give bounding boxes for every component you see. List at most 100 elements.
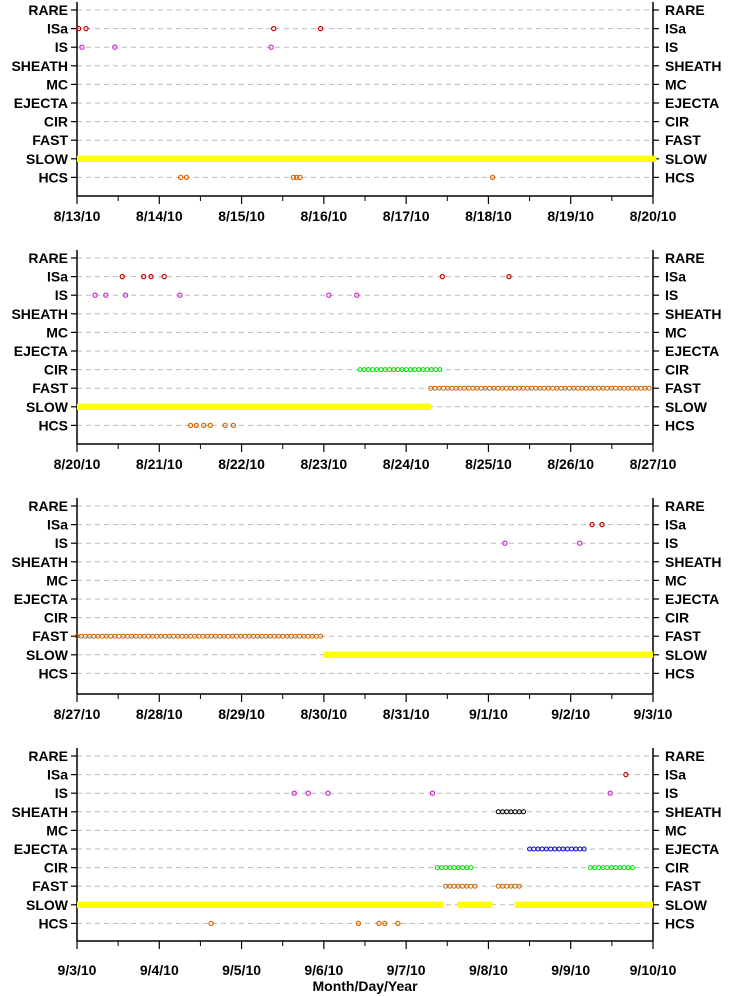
ylabel-right-is: IS <box>665 39 678 55</box>
point-is <box>607 790 613 796</box>
xtick-label: 9/2/10 <box>551 706 590 722</box>
xtick-label: 8/27/10 <box>630 456 677 472</box>
ylabel-right-ejecta: EJECTA <box>665 95 719 111</box>
point-hcs <box>183 174 190 181</box>
ylabel-left-is: IS <box>55 785 68 801</box>
point-hcs <box>187 422 194 429</box>
range-slow <box>514 901 653 908</box>
ylabel-left-rare: RARE <box>28 250 68 266</box>
point-hcs <box>294 174 300 181</box>
point-isa <box>161 273 167 280</box>
range-point-fast <box>646 385 652 391</box>
xtick-label: 9/5/10 <box>222 962 261 978</box>
point-isa <box>439 273 446 280</box>
range-point-ejecta <box>581 846 587 852</box>
ylabel-left-mc: MC <box>46 324 68 340</box>
xtick-label: 8/14/10 <box>136 208 183 224</box>
ylabel-right-rare: RARE <box>665 2 705 18</box>
ylabel-right-rare: RARE <box>665 498 705 514</box>
ylabel-right-isa: ISa <box>665 517 686 533</box>
panel-4: RARE RARE ISa ISa IS IS SHEATH SHEATH MC MC EJECTA… <box>11 748 722 978</box>
point-hcs <box>177 174 184 181</box>
range-point-sheath <box>495 809 501 815</box>
point-isa <box>506 273 512 280</box>
range-slow <box>77 403 431 410</box>
point-hcs <box>395 920 401 927</box>
xtick-label: 8/17/10 <box>383 208 430 224</box>
range-point-fast <box>99 633 105 639</box>
range-point-fast <box>495 883 501 889</box>
range-point-ejecta <box>531 846 537 852</box>
ylabel-right-sheath: SHEATH <box>665 804 722 820</box>
ylabel-right-hcs: HCS <box>665 915 695 931</box>
ylabel-right-is: IS <box>665 785 678 801</box>
ylabel-right-isa: ISa <box>665 21 686 37</box>
range-point-fast <box>318 633 324 639</box>
ylabel-left-isa: ISa <box>47 767 68 783</box>
xtick-label: 8/26/10 <box>547 456 594 472</box>
range-point-fast <box>472 883 478 889</box>
ylabel-left-cir: CIR <box>44 610 68 626</box>
ylabel-right-slow: SLOW <box>665 151 708 167</box>
ylabel-right-rare: RARE <box>665 748 705 764</box>
xtick-label: 9/8/10 <box>469 962 508 978</box>
point-hcs <box>208 920 214 927</box>
xtick-label: 8/13/10 <box>54 208 101 224</box>
range-point-sheath <box>521 809 527 815</box>
point-hcs <box>297 174 303 181</box>
point-hcs <box>355 920 362 927</box>
range-point-fast <box>558 385 564 391</box>
point-is <box>112 44 118 50</box>
ylabel-left-rare: RARE <box>28 498 68 514</box>
xtick-label: 8/30/10 <box>300 706 347 722</box>
range-point-cir <box>437 367 443 373</box>
ylabel-left-rare: RARE <box>28 2 68 18</box>
ylabel-right-slow: SLOW <box>665 647 708 663</box>
ylabel-right-ejecta: EJECTA <box>665 841 719 857</box>
point-is <box>326 292 332 298</box>
ylabel-right-ejecta: EJECTA <box>665 343 719 359</box>
ylabel-left-fast: FAST <box>32 628 68 644</box>
ylabel-right-rare: RARE <box>665 250 705 266</box>
point-is <box>305 790 311 796</box>
ylabel-left-ejecta: EJECTA <box>14 591 68 607</box>
ylabel-right-mc: MC <box>665 822 687 838</box>
ylabel-left-isa: ISa <box>47 517 68 533</box>
xtick-label: 9/1/10 <box>469 706 508 722</box>
ylabel-left-mc: MC <box>46 76 68 92</box>
ylabel-right-is: IS <box>665 287 678 303</box>
x-axis-title: Month/Day/Year <box>312 978 418 994</box>
xtick-label: 9/10/10 <box>630 962 677 978</box>
point-hcs <box>230 422 237 429</box>
ylabel-right-cir: CIR <box>665 860 689 876</box>
ylabel-left-ejecta: EJECTA <box>14 95 68 111</box>
xtick-label: 9/9/10 <box>551 962 590 978</box>
ylabel-left-slow: SLOW <box>26 151 69 167</box>
xtick-label: 8/27/10 <box>54 706 101 722</box>
range-point-fast <box>162 633 168 639</box>
range-point-cir <box>468 865 474 871</box>
point-hcs <box>193 422 200 429</box>
ylabel-left-slow: SLOW <box>26 897 69 913</box>
xtick-label: 8/25/10 <box>465 456 512 472</box>
range-point-fast <box>288 633 294 639</box>
xtick-label: 8/21/10 <box>136 456 183 472</box>
point-is <box>354 292 360 298</box>
point-is <box>429 790 436 796</box>
range-point-fast <box>108 633 114 639</box>
panel-3: RARE RARE ISa ISa IS IS SHEATH SHEATH MC MC EJECTA… <box>11 498 722 722</box>
ylabel-left-mc: MC <box>46 572 68 588</box>
xtick-label: 8/19/10 <box>547 208 594 224</box>
point-hcs <box>207 422 214 429</box>
xtick-label: 8/23/10 <box>300 456 347 472</box>
ylabel-left-sheath: SHEATH <box>11 554 68 570</box>
xtick-label: 8/22/10 <box>218 456 265 472</box>
range-point-fast <box>621 385 627 391</box>
ylabel-left-ejecta: EJECTA <box>14 841 68 857</box>
panel-1: RARE RARE ISa ISa IS IS SHEATH SHEATH MC MC EJECTA… <box>11 2 722 224</box>
range-point-fast <box>503 385 509 391</box>
range-slow <box>77 901 444 908</box>
point-is <box>122 292 129 298</box>
panel-2: RARE RARE ISa ISa IS IS SHEATH SHEATH MC MC EJECTA… <box>11 250 722 472</box>
